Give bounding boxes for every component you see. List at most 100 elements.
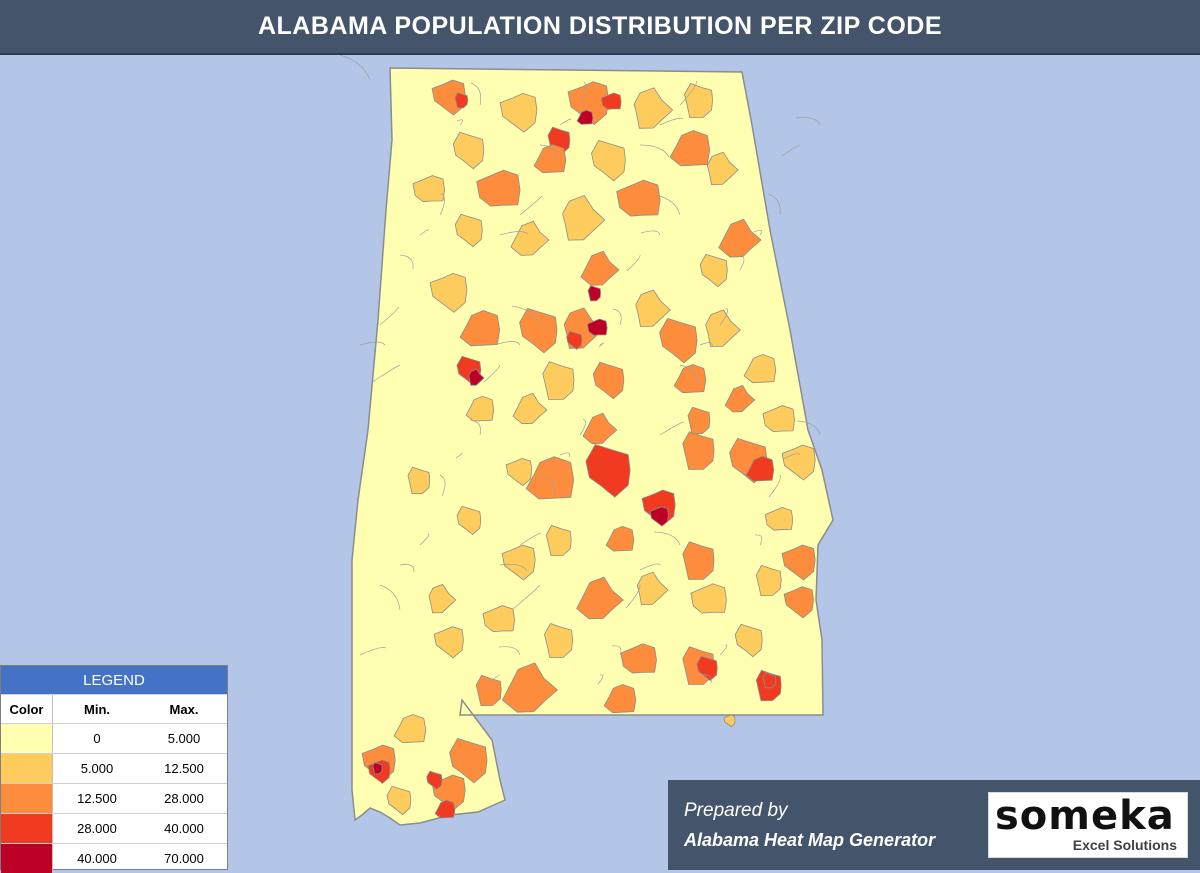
zip-region: [705, 309, 741, 347]
zip-region: [454, 92, 469, 109]
zip-region: [755, 564, 782, 597]
legend-header-row: Color Min. Max.: [1, 694, 227, 723]
zip-region: [468, 368, 485, 386]
zip-boundary-line: [559, 118, 571, 126]
legend-min: 5.000: [80, 761, 114, 776]
zip-region: [542, 361, 575, 400]
legend-row: 12.500 28.000: [1, 783, 227, 813]
zip-region: [567, 81, 609, 126]
prepared-by-label: Prepared by: [684, 800, 788, 821]
zip-boundary-line: [539, 474, 556, 496]
zip-boundary-line: [379, 306, 400, 326]
zip-boundary-line: [719, 307, 728, 326]
zip-boundary-line: [559, 452, 571, 458]
zip-region: [745, 455, 775, 482]
zip-region: [706, 151, 739, 186]
legend-min: 12.500: [77, 791, 117, 806]
zip-region: [687, 406, 711, 435]
zip-boundary-line: [639, 144, 670, 158]
zip-region: [545, 524, 572, 557]
zip-region: [684, 83, 714, 119]
zip-boundary-line: [598, 342, 604, 348]
zip-boundary-line: [469, 419, 481, 436]
legend-swatch: [1, 814, 53, 843]
generator-name: Alabama Heat Map Generator: [684, 830, 936, 850]
zip-boundary-line: [339, 55, 371, 81]
zip-region: [512, 392, 548, 425]
zip-region: [505, 457, 533, 487]
zip-region: [582, 412, 618, 445]
zip-region: [605, 525, 635, 552]
legend-header-min: Min.: [84, 701, 110, 717]
zip-boundary-line: [519, 195, 543, 216]
legend-min: 40.000: [77, 851, 117, 866]
zip-boundary-line: [795, 117, 821, 126]
zip-region: [525, 456, 575, 500]
zip-boundary-line: [782, 453, 801, 460]
legend-max: 70.000: [164, 851, 204, 866]
zip-region: [591, 140, 626, 182]
zip-boundary-line: [499, 563, 528, 572]
someka-logo[interactable]: someka Excel Solutions: [988, 792, 1188, 858]
zip-region: [718, 218, 762, 258]
zip-boundary-line: [653, 531, 681, 546]
zip-boundary-line: [611, 645, 622, 656]
zip-boundary-line: [359, 647, 387, 656]
zip-region: [544, 623, 574, 659]
zip-region: [501, 544, 536, 581]
map-area: [0, 55, 1200, 870]
zip-boundary-line: [639, 563, 661, 571]
zip-region: [576, 109, 594, 125]
zip-boundary-line: [512, 584, 541, 610]
zip-region: [734, 623, 763, 658]
zip-boundary-line: [699, 674, 712, 684]
legend-row: 5.000 12.500: [1, 753, 227, 783]
zip-region: [429, 272, 468, 313]
zip-boundary-line: [499, 231, 529, 236]
zip-region: [499, 92, 538, 133]
zip-boundary-line: [753, 229, 762, 236]
zip-boundary-line: [781, 144, 801, 157]
zip-region: [433, 626, 464, 659]
zip-boundary-line: [768, 474, 781, 498]
zip-region: [781, 544, 816, 581]
zip-boundary-line: [370, 364, 401, 384]
zip-boundary-line: [767, 193, 781, 216]
legend-max: 28.000: [164, 791, 204, 806]
zip-region: [690, 583, 727, 614]
zip-region: [783, 586, 814, 619]
zip-boundary-line: [439, 474, 446, 497]
zip-region: [386, 785, 412, 816]
zip-boundary-line: [679, 80, 698, 106]
zip-region: [476, 169, 521, 207]
zip-region: [465, 395, 495, 422]
zip-region: [393, 714, 427, 744]
page-title: ALABAMA POPULATION DISTRIBUTION PER ZIP …: [257, 12, 943, 40]
alabama-map: [339, 55, 834, 826]
zip-region: [519, 308, 558, 354]
prepared-by-banner: Prepared by Alabama Heat Map Generator s…: [668, 780, 1200, 870]
legend-max: 40.000: [164, 821, 204, 836]
zip-region: [533, 144, 567, 174]
zip-region: [696, 655, 718, 682]
zip-region: [452, 131, 485, 170]
zip-region: [649, 506, 669, 527]
zip-boundary-line: [456, 119, 463, 126]
zip-boundary-line: [419, 229, 429, 236]
zip-region: [699, 253, 728, 288]
zip-region: [576, 576, 624, 620]
zip-region: [659, 318, 698, 364]
zip-boundary-line: [519, 532, 542, 546]
zip-region: [669, 130, 711, 167]
zip-boundary-line: [597, 674, 604, 685]
zip-region: [459, 310, 501, 347]
zip-region: [585, 444, 631, 498]
zip-region: [482, 605, 516, 633]
zip-region: [449, 738, 488, 784]
zip-region: [475, 674, 502, 707]
zip-boundary-line: [399, 564, 415, 573]
zip-region: [600, 92, 622, 110]
zip-region: [566, 330, 583, 350]
zip-region: [723, 714, 736, 728]
zip-boundary-line: [497, 341, 521, 346]
